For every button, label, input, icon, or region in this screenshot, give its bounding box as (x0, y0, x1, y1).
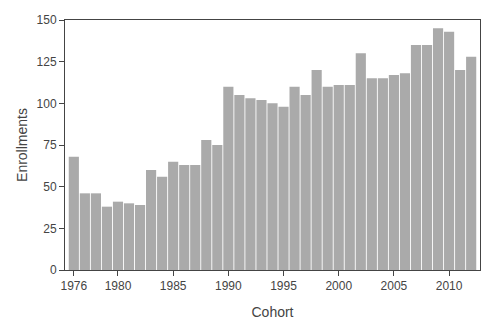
svg-text:75: 75 (43, 138, 57, 152)
svg-text:Enrollments: Enrollments (14, 108, 30, 182)
svg-text:1995: 1995 (270, 279, 297, 293)
svg-text:150: 150 (37, 13, 57, 27)
svg-text:125: 125 (37, 55, 57, 69)
svg-text:1980: 1980 (105, 279, 132, 293)
svg-text:1976: 1976 (60, 279, 87, 293)
svg-text:1985: 1985 (160, 279, 187, 293)
svg-text:1990: 1990 (215, 279, 242, 293)
svg-text:100: 100 (37, 97, 57, 111)
svg-text:2010: 2010 (436, 279, 463, 293)
svg-text:2000: 2000 (325, 279, 352, 293)
svg-text:25: 25 (43, 222, 57, 236)
svg-text:50: 50 (43, 180, 57, 194)
svg-text:2005: 2005 (381, 279, 408, 293)
svg-text:0: 0 (50, 263, 57, 277)
svg-text:Cohort: Cohort (251, 304, 293, 320)
